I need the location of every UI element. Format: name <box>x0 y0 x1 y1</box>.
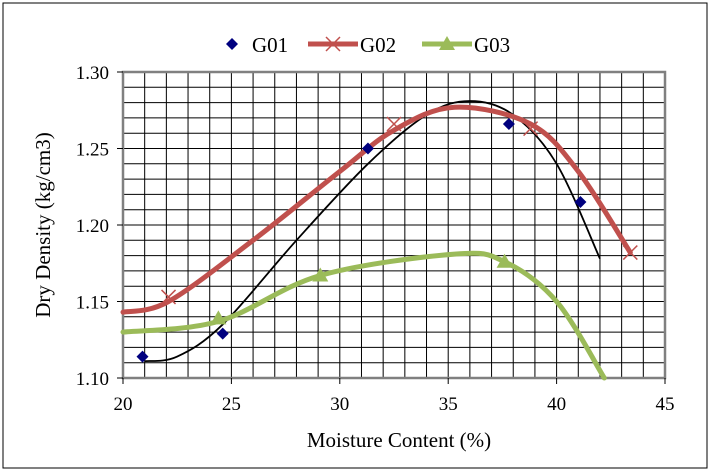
legend: G01 G02 G03 <box>226 33 510 57</box>
g01-point <box>136 350 149 363</box>
g02-point <box>622 245 638 261</box>
y-tick-label: 1.10 <box>76 369 109 390</box>
x-tick-label: 30 <box>330 394 349 415</box>
g01-legend-marker <box>226 38 238 50</box>
g01-legend-label: G01 <box>252 33 288 57</box>
y-tick-label: 1.25 <box>76 140 109 161</box>
y-axis-label: Dry Density (kg/cm3) <box>31 132 55 317</box>
g02-point <box>160 289 177 305</box>
y-tick-label: 1.30 <box>76 63 109 84</box>
g02-point <box>523 121 539 137</box>
g03-point <box>496 253 513 268</box>
g01-point <box>574 196 587 209</box>
x-tick-label: 35 <box>439 394 458 415</box>
x-tick-label: 45 <box>656 394 675 415</box>
g01-point <box>361 142 374 155</box>
g02-legend-label: G02 <box>360 33 396 57</box>
x-tick-label: 25 <box>222 394 241 415</box>
g01-point <box>216 327 229 340</box>
g02-legend-marker <box>325 36 341 52</box>
markers <box>136 116 638 363</box>
g02-point <box>386 116 402 132</box>
g03-legend-label: G03 <box>474 33 510 57</box>
g03-point <box>210 310 227 325</box>
x-axis-label: Moisture Content (%) <box>307 428 491 452</box>
y-tick-label: 1.15 <box>76 293 109 314</box>
g03-point <box>312 267 329 282</box>
x-tick-label: 40 <box>547 394 566 415</box>
x-tick-label: 20 <box>114 394 133 415</box>
y-tick-label: 1.20 <box>76 216 109 237</box>
g03-legend-marker <box>439 36 455 50</box>
grid <box>121 70 667 380</box>
g02-line <box>120 104 633 315</box>
g01-point <box>502 118 515 131</box>
g01-trendline <box>144 100 601 363</box>
ticks: 20 25 30 35 40 45 1.10 1.15 1.20 1.25 1.30 <box>76 63 675 415</box>
